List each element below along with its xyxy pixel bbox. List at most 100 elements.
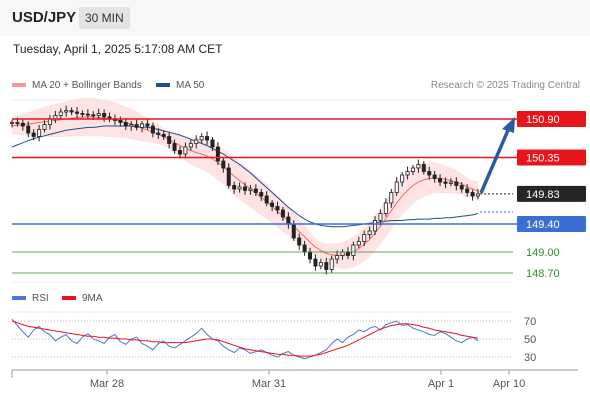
level-label-150.90: 150.90 [526,114,560,126]
last-price-badge [517,185,586,202]
last-price-label: 149.83 [526,189,560,201]
legend-rsi-ma: 9MA [62,293,103,304]
candle-body [356,241,361,246]
candle-body [394,181,399,193]
candle-body [75,111,80,114]
candle-body [91,114,96,117]
candle-body [118,120,123,123]
candle-body [367,230,372,235]
candle-body [264,195,269,204]
candle-body [129,124,134,127]
candle-body [253,188,258,193]
candle-body [340,251,345,256]
candle-body [400,174,405,183]
candle-body [443,181,448,184]
candle-body [102,113,107,118]
candle-body [226,167,231,186]
candle-body [313,258,318,267]
x-tick-label: Mar 31 [252,378,286,390]
candle-body [389,192,394,204]
candle-body [145,123,150,127]
level-label-150.35: 150.35 [526,153,560,165]
candle-body [37,129,42,137]
candle-body [26,125,31,134]
candle-body [421,164,426,172]
candle-body [134,124,139,128]
projection-arrow-shaft [479,127,511,194]
candle-body [470,192,475,197]
level-badge-149.40 [517,216,586,232]
timeframe-badge[interactable]: 30 MIN [79,7,130,29]
candle-body [362,234,367,242]
candle-body [378,213,383,221]
candle-body [20,122,25,127]
candle-body [291,223,296,239]
candles-group [9,105,480,275]
candle-body [459,185,464,190]
candle-body [286,216,291,225]
legend-ma20-label: MA 20 + Bollinger Bands [32,80,142,91]
candle-body [438,178,443,183]
candle-body [432,174,437,179]
candle-body [194,139,199,144]
x-tick-label: Mar 28 [90,378,124,390]
candle-body [297,237,302,246]
candle-body [270,202,275,207]
candle-body [275,206,280,211]
candle-body [140,123,145,128]
candle-body [221,160,226,169]
candle-body [280,209,285,218]
rsi-tick-label: 30 [524,352,536,364]
candle-body [416,164,421,169]
rsi-tick-label: 50 [524,334,536,346]
candle-body [123,122,128,127]
ma50-swatch [156,83,170,88]
legend-ma50: MA 50 [156,80,204,91]
rsi-swatch [12,296,26,301]
candle-body [42,124,47,130]
candle-body [205,136,210,141]
target-label-149.00: 149.00 [526,247,560,259]
legend-ma20: MA 20 + Bollinger Bands [12,80,142,91]
candle-body [80,113,85,115]
candle-body [58,111,63,116]
candle-body [156,132,161,135]
candle-body [259,192,264,197]
candle-body [172,143,177,151]
candle-body [167,136,172,144]
candle-body [96,113,101,116]
x-tick-label: Apr 1 [428,378,454,390]
candle-body [150,125,155,134]
legend-ma50-label: MA 50 [176,80,205,91]
legend-rsi-label: RSI [32,293,49,304]
rsi-tick-label: 70 [524,316,536,328]
candle-body [9,122,14,124]
candle-body [329,258,334,270]
projection-arrow-head [502,117,515,133]
chart-header: USD/JPY 30 MIN [0,0,590,36]
candle-body [85,113,90,116]
legend-rsi-ma-label: 9MA [82,293,103,304]
candle-body [454,181,459,186]
candle-body [324,262,329,270]
legend-rsi: RSI [12,293,49,304]
candle-body [308,251,313,260]
candle-body [210,139,215,148]
candle-body [47,118,52,125]
candle-body [383,202,388,214]
ma50-line [11,125,479,228]
candle-body [69,110,74,113]
candle-body [373,220,378,232]
candle-body [475,193,480,197]
candle-body [177,150,182,155]
ma20-swatch [12,83,26,88]
level-badge-150.90 [517,111,586,127]
candle-body [465,188,470,193]
candle-body [188,143,193,148]
candle-body [410,167,415,172]
timestamp: Tuesday, April 1, 2025 5:17:08 AM CET [13,42,223,56]
candle-body [335,255,340,260]
candle-body [215,146,220,162]
candle-body [183,146,188,155]
